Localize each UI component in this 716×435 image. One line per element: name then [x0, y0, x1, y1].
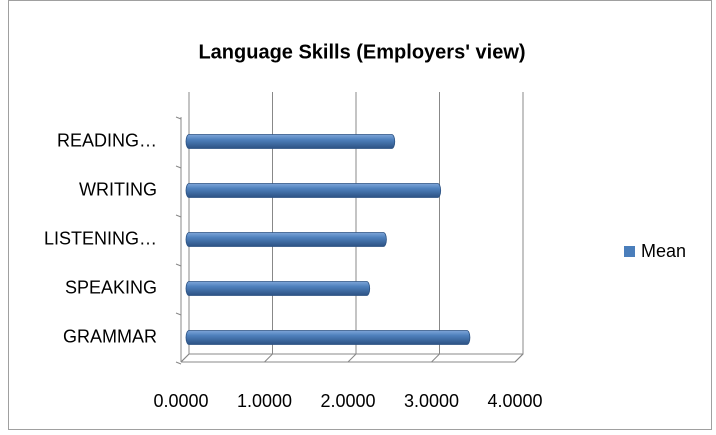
- y-tick-mark: [175, 263, 182, 267]
- y-tick-label: LISTENING…: [44, 228, 157, 248]
- chart-title: Language Skills (Employers' view): [198, 41, 525, 63]
- bar: [185, 183, 442, 198]
- bar: [185, 330, 471, 345]
- bar: [185, 134, 396, 149]
- grid-line: [180, 92, 190, 363]
- y-tick-label: WRITING: [79, 179, 157, 199]
- grid-line: [347, 92, 357, 363]
- y-tick-label: READING…: [57, 130, 157, 150]
- y-tick-label: SPEAKING: [65, 277, 157, 297]
- grid-line: [431, 92, 440, 363]
- x-tick-label: 2.0000: [320, 391, 375, 411]
- legend-label: Mean: [641, 241, 686, 261]
- bar: [185, 232, 387, 247]
- y-tick-mark: [175, 361, 182, 365]
- grid-line: [514, 92, 524, 363]
- y-tick-mark: [175, 165, 182, 169]
- grid-line: [264, 92, 273, 363]
- bar: [185, 281, 371, 296]
- x-tick-label: 3.0000: [404, 391, 459, 411]
- y-tick-mark: [175, 214, 182, 218]
- x-tick-label: 0.0000: [153, 391, 208, 411]
- y-tick-mark: [175, 312, 182, 316]
- y-tick-label: GRAMMAR: [63, 326, 157, 346]
- legend-swatch: [624, 246, 635, 257]
- x-tick-label: 1.0000: [237, 391, 292, 411]
- y-tick-mark: [175, 116, 182, 120]
- x-tick-label: 4.0000: [487, 391, 542, 411]
- chart-frame: [8, 0, 712, 430]
